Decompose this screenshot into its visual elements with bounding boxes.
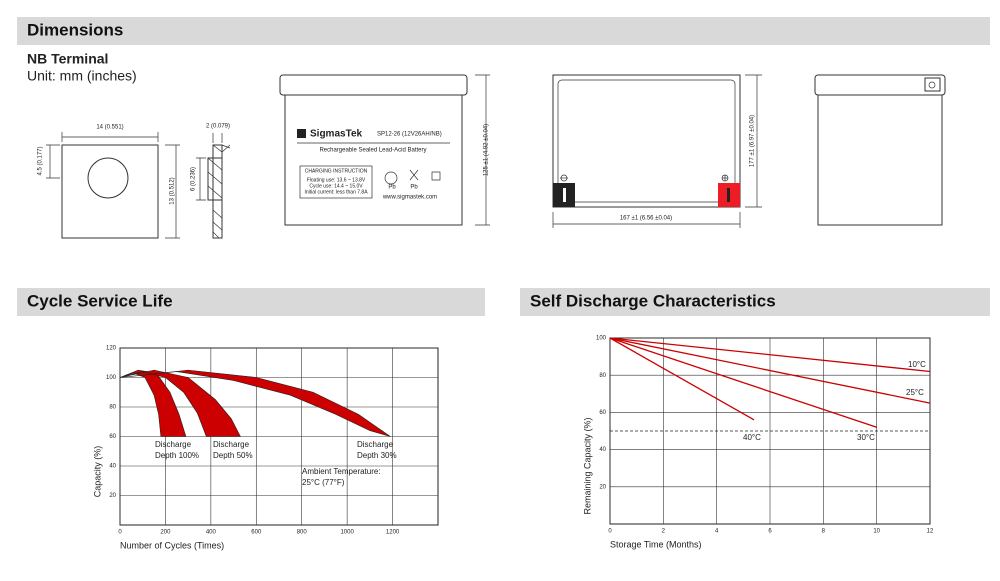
- x-tick-label: 6: [768, 529, 772, 535]
- x-tick-label: 1000: [340, 530, 354, 536]
- line: [609, 337, 931, 404]
- battery-width: 177 ±1 (6.97 ±0.04): [750, 115, 756, 167]
- x-tick-label: 1200: [386, 530, 400, 536]
- y-tick-label: 20: [109, 493, 116, 499]
- line-label: 40°C: [743, 433, 761, 442]
- x-tick-label: 4: [715, 529, 719, 535]
- band: [119, 369, 241, 437]
- y-tick-label: 80: [599, 373, 606, 379]
- band-label: Depth 50%: [213, 451, 253, 460]
- model: SP12-26 (12V26AH/NB): [377, 132, 442, 138]
- line: [609, 337, 931, 373]
- x-axis-label: Number of Cycles (Times): [120, 540, 224, 550]
- y-tick-label: 40: [599, 447, 606, 453]
- terminal-hole: 6 (0.236): [191, 167, 197, 191]
- y-tick-label: 120: [106, 346, 117, 352]
- annotation: Ambient Temperature:: [302, 467, 381, 476]
- section-title: Self Discharge Characteristics: [530, 291, 776, 310]
- y-tick-label: 40: [109, 464, 116, 470]
- y-tick-label: 80: [109, 405, 116, 411]
- y-tick-label: 60: [109, 434, 116, 440]
- charging-title: CHARGING INSTRUCTION: [305, 168, 368, 174]
- y-tick-label: 60: [599, 410, 606, 416]
- header-title: Dimensions: [27, 20, 123, 39]
- terminal-title: NB Terminal: [27, 51, 108, 67]
- band-label: Depth 100%: [155, 451, 199, 460]
- section-bar: [520, 288, 990, 316]
- battery-side: [814, 74, 946, 226]
- description: Rechargeable Sealed Lead-Acid Battery: [319, 148, 426, 154]
- x-tick-label: 0: [608, 529, 612, 535]
- line: [609, 337, 755, 421]
- x-tick-label: 12: [927, 529, 934, 535]
- band-label: Discharge: [357, 440, 394, 449]
- battery-top: [552, 74, 762, 228]
- x-tick-label: 800: [297, 530, 308, 536]
- x-tick-label: 600: [251, 530, 262, 536]
- charging-line: Cycle use: 14.4 ~ 15.0V: [309, 183, 363, 189]
- battery-height: 125 ±1 (4.92 ±0.04): [484, 124, 490, 176]
- brand: SigmasTek: [310, 129, 362, 140]
- terminal-height: 13 (0.512): [170, 177, 176, 204]
- x-tick-label: 8: [822, 529, 826, 535]
- y-axis-label: Capacity (%): [92, 446, 102, 498]
- section-bar: [17, 288, 485, 316]
- terminal-offset: 4.5 (0.177): [38, 146, 44, 175]
- pb-mark: Pb: [410, 185, 418, 191]
- unit: Unit: mm (inches): [27, 68, 137, 84]
- x-axis-label: Storage Time (Months): [610, 539, 702, 549]
- charging-line: Initial current: less than 7.8A: [304, 189, 368, 195]
- website: www.sigmastek.com: [382, 195, 437, 201]
- x-tick-label: 200: [160, 530, 171, 536]
- y-tick-label: 20: [599, 484, 606, 490]
- band: [119, 369, 391, 437]
- charging-line: Floating use: 13.6 ~ 13.8V: [307, 177, 366, 183]
- terminal-width: 14 (0.551): [96, 125, 123, 131]
- band-label: Discharge: [155, 440, 192, 449]
- y-tick-label: 100: [596, 336, 607, 342]
- y-tick-label: 100: [106, 375, 117, 381]
- x-tick-label: 400: [206, 530, 217, 536]
- section-title: Cycle Service Life: [27, 291, 173, 310]
- x-tick-label: 10: [873, 529, 880, 535]
- band-label: Discharge: [213, 440, 250, 449]
- x-tick-label: 2: [662, 529, 666, 535]
- terminal-thickness: 2 (0.079): [206, 124, 230, 130]
- line-label: 10°C: [908, 360, 926, 369]
- line-label: 25°C: [906, 388, 924, 397]
- battery-front: [279, 74, 490, 226]
- battery-length: 167 ±1 (6.56 ±0.04): [620, 216, 672, 222]
- terminal-drawing: [46, 132, 231, 239]
- pb-mark: Pb: [388, 185, 396, 191]
- annotation: 25°C (77°F): [302, 478, 345, 487]
- header-bar: [17, 17, 990, 45]
- x-tick-label: 0: [118, 530, 122, 536]
- line: [609, 337, 877, 428]
- line-label: 30°C: [857, 433, 875, 442]
- y-axis-label: Remaining Capacity (%): [582, 417, 592, 514]
- band-label: Depth 30%: [357, 451, 397, 460]
